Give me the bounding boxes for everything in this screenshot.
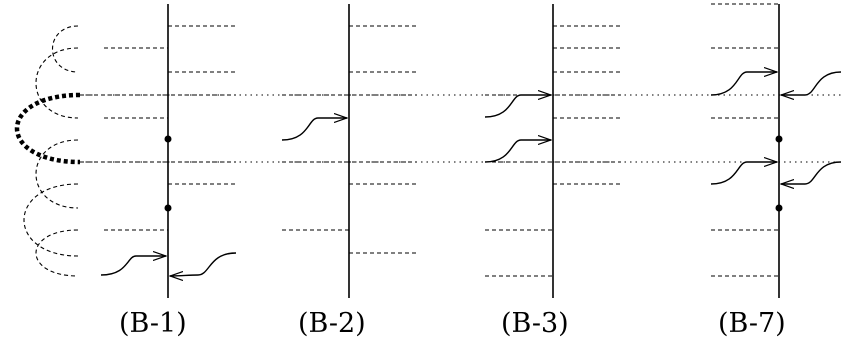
node-b1-2 [164,204,172,212]
connector-curve-5 [35,229,79,277]
connector-curve-3 [35,139,79,209]
connector-curves [23,25,79,277]
wave-arrow-b3-lower [484,140,551,163]
node-b7-2 [775,204,783,212]
panel-label-b7: (B-7) [718,308,786,339]
connector-curve-thick [14,92,81,165]
wave-arrow-b7-in-upper [710,72,777,96]
levels-b7 [711,3,779,277]
connector-curve-4 [23,183,79,257]
panel-b1 [80,4,237,298]
wave-arrow-b1-out [170,252,237,276]
panel-b7 [710,3,841,298]
node-b1-1 [164,135,172,143]
levels-b3 [485,25,621,277]
wave-arrow-b3-upper [484,95,551,118]
node-b7-1 [775,135,783,143]
wave-arrow-b2 [281,118,347,141]
wave-arrow-b7-out-lower [781,161,841,184]
wave-arrow-b7-out-upper [781,71,841,95]
wave-arrow-b7-in-lower [710,162,777,185]
guide-lines [80,94,841,163]
connector-curve-2 [35,47,79,119]
panel-b2 [281,4,417,298]
panel-label-b3: (B-3) [501,308,569,339]
panel-label-b2: (B-2) [298,308,366,339]
wave-arrow-b1-in [100,256,166,276]
levels-b1 [80,25,236,231]
connector-curve-1 [52,25,79,73]
levels-b2 [282,25,417,254]
panel-label-b1: (B-1) [119,308,187,339]
panel-b3 [484,4,621,298]
